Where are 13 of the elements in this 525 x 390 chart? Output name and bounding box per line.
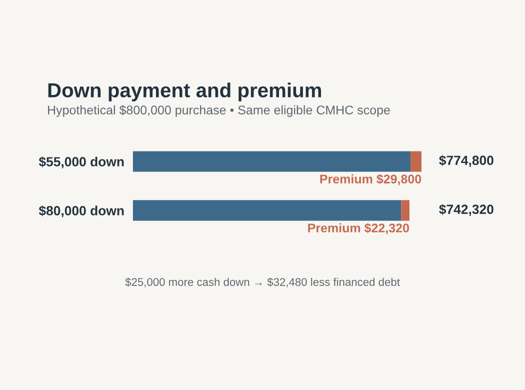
- bar: [132, 151, 410, 172]
- data-label: Premium $29,800: [320, 174, 422, 186]
- total-label: $742,320: [439, 204, 494, 216]
- text: $25,000 more cash down → $32,480 less financed debt: [125, 278, 400, 288]
- bar: [401, 200, 410, 221]
- total-label: $774,800: [439, 155, 494, 167]
- y-tick-label: $55,000 down: [38, 156, 124, 168]
- y-tick-label: $80,000 down: [38, 205, 124, 218]
- bar: [410, 151, 422, 172]
- bar: [132, 200, 402, 221]
- data-label: Premium $22,320: [308, 223, 409, 234]
- chart-subtitle: Hypothetical $800,000 purchase • Same eligible CMHC scope: [48, 105, 390, 117]
- chart-title: Down payment and premium: [48, 82, 322, 102]
